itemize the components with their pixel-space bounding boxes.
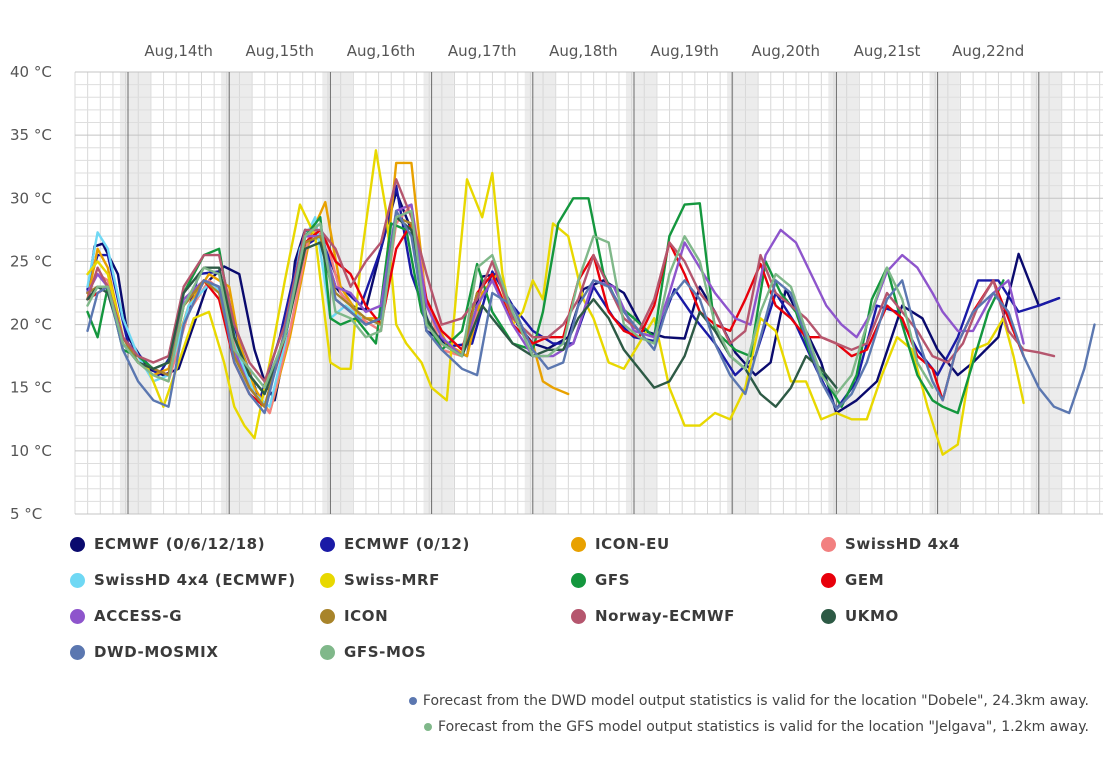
y-tick-label: 35 °C xyxy=(10,126,52,144)
y-axis-ticks: 5 °C 10 °C 15 °C 20 °C 25 °C 30 °C 35 °C 40 °C xyxy=(10,63,52,523)
legend-label: ACCESS-G xyxy=(94,607,183,625)
legend-swatch xyxy=(70,644,85,660)
footnote-dot xyxy=(408,697,417,705)
day-label: Aug,15th xyxy=(246,42,315,60)
y-tick-label: 30 °C xyxy=(10,189,52,207)
legend-label: Swiss-MRF xyxy=(344,571,441,589)
night-band xyxy=(828,72,859,514)
y-tick-label: 5 °C xyxy=(10,505,42,523)
legend-item[interactable]: SwissHD 4x4 xyxy=(821,534,960,554)
legend-item[interactable]: ECMWF (0/6/12/18) xyxy=(70,534,265,554)
legend-item[interactable]: DWD-MOSMIX xyxy=(70,642,219,662)
legend-swatch xyxy=(821,608,836,624)
night-band xyxy=(625,72,657,514)
legend-swatch xyxy=(320,536,335,552)
night-band xyxy=(423,72,454,514)
series-line xyxy=(86,178,1056,383)
legend-label: ECMWF (0/12) xyxy=(344,535,470,553)
y-tick-label: 10 °C xyxy=(10,442,52,460)
legend-swatch xyxy=(320,644,335,660)
day-label: Aug,18th xyxy=(549,42,618,60)
legend-label: DWD-MOSMIX xyxy=(94,643,219,661)
legend-label: Norway-ECMWF xyxy=(595,607,735,625)
legend-item[interactable]: GFS xyxy=(571,570,630,590)
temperature-chart: 5 °C10 °C15 °C20 °C25 °C30 °C35 °C40 °C … xyxy=(10,42,1103,523)
legend-swatch xyxy=(70,536,85,552)
legend-label: ICON xyxy=(344,607,389,625)
day-label: Aug,16th xyxy=(347,42,416,60)
footnote-text: Forecast from the GFS model output stati… xyxy=(438,719,1089,735)
legend-swatch xyxy=(320,608,335,624)
series-lines xyxy=(86,149,1096,456)
day-labels: Aug,14th Aug,15th Aug,16th Aug,17th Aug,18th… xyxy=(144,42,1024,60)
legend-swatch xyxy=(571,608,586,624)
legend-label: SwissHD 4x4 (ECMWF) xyxy=(94,571,296,589)
legend-label: ICON-EU xyxy=(595,535,670,553)
legend-swatch xyxy=(821,572,836,588)
series-line xyxy=(86,149,1025,456)
legend-label: UKMO xyxy=(845,607,899,625)
night-band xyxy=(929,72,960,514)
series-line xyxy=(86,209,1096,415)
legend-swatch xyxy=(70,608,85,624)
legend-swatch xyxy=(571,572,586,588)
legend-item[interactable]: SwissHD 4x4 (ECMWF) xyxy=(70,570,296,590)
day-label: Aug,17th xyxy=(448,42,517,60)
legend-item[interactable]: ICON-EU xyxy=(571,534,670,554)
legend-item[interactable]: GEM xyxy=(821,570,884,590)
legend-label: GFS xyxy=(595,571,631,589)
y-tick-label: 15 °C xyxy=(10,379,52,397)
day-label: Aug,21st xyxy=(854,42,921,60)
day-label: Aug,22nd xyxy=(952,42,1024,60)
footnote-gfs: Forecast from the GFS model output stati… xyxy=(424,719,1089,735)
legend-label: GFS-MOS xyxy=(344,643,427,661)
series-line xyxy=(86,209,934,396)
legend-swatch xyxy=(70,572,85,588)
legend-swatch xyxy=(320,572,335,588)
y-tick-label: 25 °C xyxy=(10,252,52,270)
legend-swatch xyxy=(571,536,586,552)
night-band xyxy=(119,72,151,514)
y-tick-label: 40 °C xyxy=(10,63,52,81)
footnote-dot xyxy=(424,723,433,731)
footnote-dwd: Forecast from the DWD model output stati… xyxy=(408,693,1089,709)
footnote-text: Forecast from the DWD model output stati… xyxy=(422,693,1089,709)
legend-item[interactable]: UKMO xyxy=(821,606,899,626)
legend-item[interactable]: ICON xyxy=(320,606,388,626)
legend-label: ECMWF (0/6/12/18) xyxy=(94,535,266,553)
legend-item[interactable]: GFS-MOS xyxy=(320,642,426,662)
day-label: Aug,14th xyxy=(144,42,213,60)
day-label: Aug,20th xyxy=(752,42,821,60)
legend-item[interactable]: ECMWF (0/12) xyxy=(320,534,470,554)
y-tick-label: 20 °C xyxy=(10,316,52,334)
legend-label: GEM xyxy=(845,571,885,589)
night-band xyxy=(1030,72,1062,514)
legend-swatch xyxy=(821,536,836,552)
legend-label: SwissHD 4x4 xyxy=(845,535,961,553)
day-label: Aug,19th xyxy=(650,42,719,60)
legend-item[interactable]: Norway-ECMWF xyxy=(571,606,735,626)
legend-item[interactable]: Swiss-MRF xyxy=(320,570,440,590)
legend-item[interactable]: ACCESS-G xyxy=(70,606,182,626)
